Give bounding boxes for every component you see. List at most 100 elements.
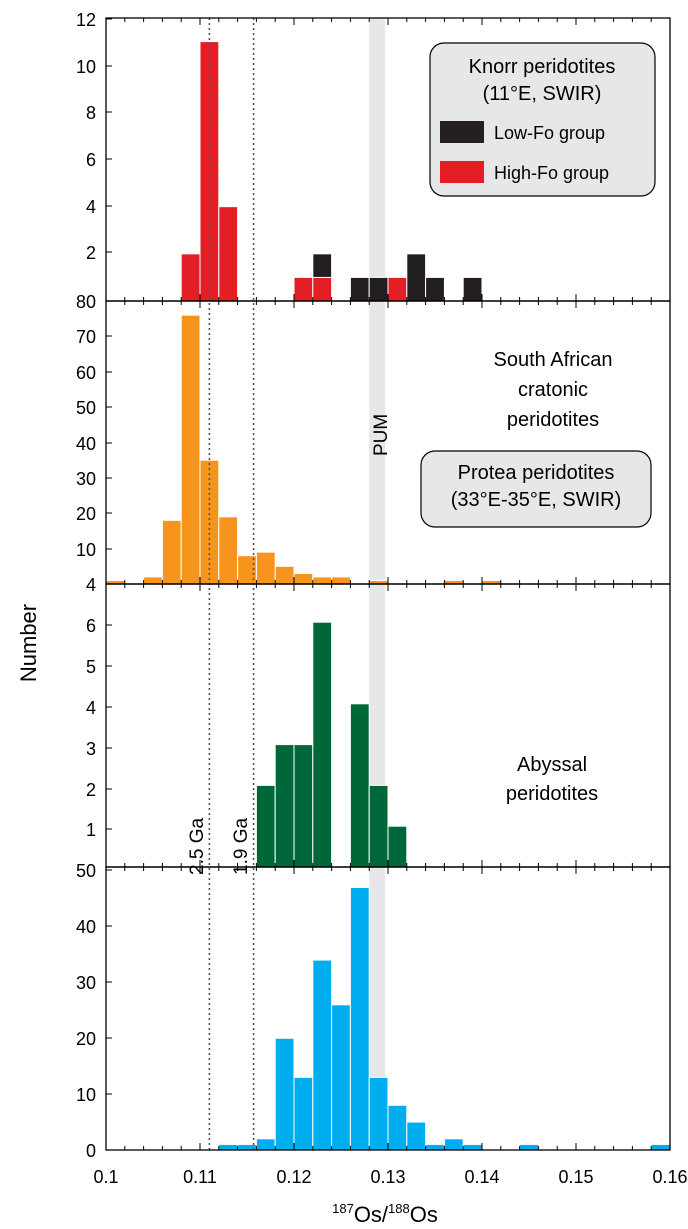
y-tick-label-protea-3: 4	[86, 698, 96, 718]
bar-south-african-s0-2	[161, 519, 182, 585]
x-tick-label-6: 0.16	[652, 1167, 687, 1187]
bar-abyssal-s0-4	[293, 1076, 314, 1151]
bar-knorr-s1-1	[349, 276, 370, 302]
pum-label: PUM	[371, 414, 392, 456]
bar-south-african-s0-3	[180, 314, 201, 585]
x-tick-label-5: 0.15	[558, 1167, 593, 1187]
abyssal-label: Abyssal peridotites	[506, 754, 598, 805]
bar-protea-s0-0	[255, 784, 276, 868]
bar-knorr-s0-2	[218, 206, 239, 302]
bar-protea-s0-4	[349, 703, 370, 868]
x-axis-title-sup2: 188	[388, 1201, 410, 1216]
x-axis-title-part2: Os	[410, 1202, 438, 1227]
y-tick-label-knorr-5: 12	[76, 10, 96, 30]
y-tick-label-abyssal-0: 0	[86, 1141, 96, 1161]
y-tick-label-south-african-1: 20	[76, 504, 96, 524]
bar-knorr-s0-4	[312, 276, 333, 302]
y-tick-label-south-african-6: 70	[76, 327, 96, 347]
bar-knorr-s1-4	[425, 276, 445, 302]
y-tick-label-knorr-1: 4	[86, 197, 96, 217]
y-tick-label-abyssal-4: 40	[76, 917, 96, 937]
y-tick-label-south-african-2: 30	[76, 469, 96, 489]
bar-south-african-s0-7	[255, 551, 276, 585]
y-tick-label-knorr-4: 10	[76, 57, 96, 77]
y-tick-label-abyssal-5: 50	[76, 861, 96, 881]
abyssal-line1: Abyssal	[517, 754, 587, 776]
bar-knorr-s1-5	[462, 276, 483, 302]
bar-knorr-s0-5	[387, 276, 408, 302]
bar-south-african-s0-9	[293, 572, 314, 585]
bar-abyssal-s0-8	[368, 1076, 389, 1151]
x-axis-title: 187Os/188Os	[332, 1201, 438, 1227]
y-tick-label-protea-5: 6	[86, 616, 96, 636]
y-tick-label-knorr-3: 8	[86, 103, 96, 123]
x-tick-label-3: 0.13	[370, 1167, 405, 1187]
bar-south-african-s0-1	[143, 576, 163, 585]
bar-abyssal-s0-13	[462, 1143, 483, 1151]
bar-abyssal-s0-3	[274, 1037, 295, 1151]
x-tick-label-4: 0.14	[464, 1167, 499, 1187]
y-tick-label-knorr-0: 2	[86, 243, 96, 263]
age-label-1-9-ga: 1.9 Ga	[231, 818, 252, 875]
bar-abyssal-s0-10	[406, 1121, 427, 1151]
bar-abyssal-s0-5	[312, 959, 333, 1151]
south-african-line3: peridotites	[507, 409, 599, 431]
x-tick-label-2: 0.12	[276, 1167, 311, 1187]
y-tick-label-abyssal-3: 30	[76, 973, 96, 993]
y-tick-label-south-african-7: 80	[76, 292, 96, 312]
abyssal-line2: peridotites	[506, 783, 598, 805]
y-tick-label-protea-6: 4	[86, 575, 96, 595]
bar-knorr-s1-2	[368, 276, 389, 302]
bar-abyssal-s0-6	[331, 1004, 351, 1151]
bar-south-african-s0-11	[331, 576, 351, 585]
legend-swatch-high-fo	[440, 161, 484, 183]
bar-knorr-s0-0	[180, 253, 201, 302]
y-tick-label-protea-1: 2	[86, 780, 96, 800]
y-tick-label-protea-4: 5	[86, 657, 96, 677]
age-label-2-5-ga: 2.5 Ga	[187, 818, 208, 875]
knorr-title-line1: Knorr peridotites	[469, 56, 616, 78]
bar-abyssal-s0-11	[425, 1143, 445, 1151]
x-axis-title-sup1: 187	[332, 1201, 354, 1216]
knorr-title-line2: (11°E, SWIR)	[483, 83, 602, 105]
bar-abyssal-s0-0	[218, 1143, 239, 1151]
protea-title-line2: (33°E-35°E, SWIR)	[451, 489, 621, 511]
y-tick-label-south-african-3: 40	[76, 434, 96, 454]
y-axis-title: Number	[16, 604, 41, 682]
bar-protea-s0-1	[274, 744, 295, 868]
south-african-line1: South African	[494, 349, 613, 371]
legend-swatch-low-fo	[440, 121, 484, 143]
bar-abyssal-s0-2	[255, 1138, 276, 1151]
legend-label-high-fo: High-Fo group	[494, 163, 609, 183]
protea-title-line1: Protea peridotites	[458, 462, 615, 484]
bar-knorr-s1-3	[406, 253, 427, 302]
bar-south-african-s0-10	[312, 576, 333, 585]
legend-label-low-fo: Low-Fo group	[494, 123, 605, 143]
bar-abyssal-s0-14	[519, 1143, 539, 1151]
bar-abyssal-s0-7	[349, 886, 370, 1151]
bar-south-african-s0-8	[274, 565, 295, 585]
bar-protea-s0-3	[312, 621, 333, 868]
y-tick-label-knorr-2: 6	[86, 150, 96, 170]
bar-south-african-s0-5	[218, 516, 239, 585]
x-tick-label-1: 0.11	[183, 1167, 217, 1187]
y-tick-label-south-african-4: 50	[76, 398, 96, 418]
x-axis-title-part1: Os/	[354, 1202, 389, 1227]
bar-abyssal-s0-9	[387, 1104, 408, 1151]
bar-knorr-s0-1	[199, 41, 220, 302]
y-tick-label-abyssal-2: 20	[76, 1029, 96, 1049]
y-tick-label-abyssal-1: 10	[76, 1085, 96, 1105]
bar-abyssal-s0-12	[443, 1138, 464, 1151]
south-african-label: South African cratonic peridotites	[494, 349, 613, 431]
bar-abyssal-s0-15	[650, 1143, 671, 1151]
bar-protea-s0-2	[293, 744, 314, 868]
bar-knorr-s0-3	[293, 276, 314, 302]
y-tick-label-south-african-0: 10	[76, 540, 96, 560]
bar-knorr-s1-0	[312, 253, 333, 278]
x-tick-label-0: 0.1	[93, 1167, 118, 1187]
bar-protea-s0-5	[368, 784, 389, 868]
protea-legend: Protea peridotites (33°E-35°E, SWIR)	[420, 450, 652, 528]
south-african-line2: cratonic	[518, 379, 588, 401]
y-tick-label-protea-0: 1	[86, 820, 96, 840]
